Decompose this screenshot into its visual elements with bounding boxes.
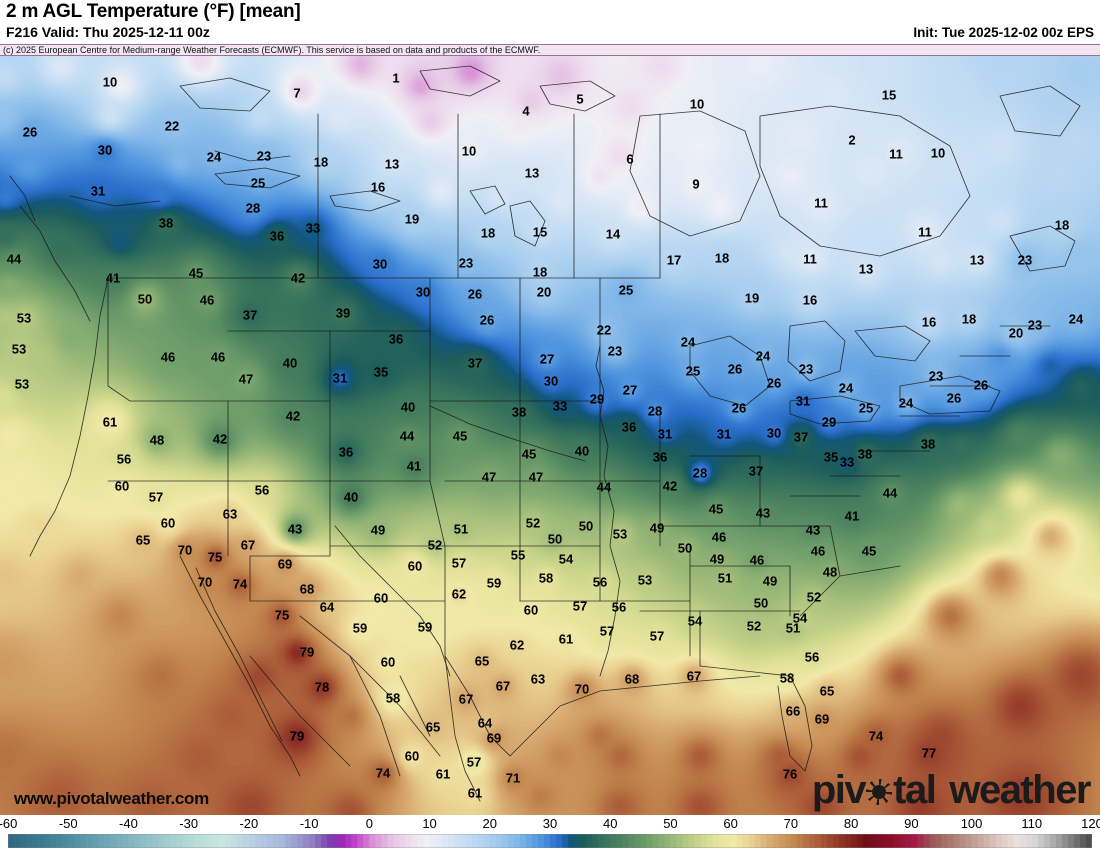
colorbar-tick: -20 xyxy=(239,816,259,831)
colorbar-tick: 80 xyxy=(843,816,859,831)
colorbar-gradient-svg xyxy=(8,834,1092,848)
colorbar-tick: 0 xyxy=(365,816,373,831)
colorbar-tick-labels: -60 -50 -40 -30 -20 -10 0 10 20 30 40 50 60 70 80 90 100… xyxy=(0,815,1100,833)
site-url-watermark: www.pivotalweather.com xyxy=(14,789,209,808)
colorbar-gradient-strip[interactable] xyxy=(8,834,1092,848)
colorbar-tick: 10 xyxy=(422,816,437,831)
colorbar-tick: 120 xyxy=(1081,816,1100,831)
colorbar-tick: -30 xyxy=(179,816,199,831)
temperature-field-canvas xyxy=(0,56,1100,815)
logo-text-mid: tal xyxy=(893,768,937,812)
colorbar-tick: -50 xyxy=(58,816,78,831)
colorbar-tick: 50 xyxy=(663,816,678,831)
pivotal-weather-logo: piv tal weather xyxy=(811,768,1092,813)
init-time-label: Init: Tue 2025-12-02 00z EPS xyxy=(913,25,1094,40)
map-raster-layers xyxy=(0,56,1100,815)
colorbar-tick: 70 xyxy=(783,816,799,831)
colorbar-tick: -40 xyxy=(119,816,138,831)
colorbar-tick: 110 xyxy=(1021,816,1043,831)
logo-text-suffix: weather xyxy=(949,768,1091,812)
colorbar[interactable]: -60 -50 -40 -30 -20 -10 0 10 20 30 40 50 60 70 80 90 100… xyxy=(0,815,1100,850)
page-header: 2 m AGL Temperature (°F) [mean] F216 Val… xyxy=(0,0,1100,44)
attribution-strip: (c) 2025 European Centre for Medium-rang… xyxy=(0,44,1100,56)
logo-text-prefix: piv xyxy=(811,768,867,812)
colorbar-tick: -10 xyxy=(299,816,319,831)
colorbar-tick: 20 xyxy=(482,816,497,831)
colorbar-tick: 90 xyxy=(904,816,919,831)
colorbar-tick: -60 xyxy=(0,816,18,831)
sun-icon xyxy=(866,779,892,805)
colorbar-tick: 100 xyxy=(960,816,983,831)
valid-time-label: F216 Valid: Thu 2025-12-11 00z xyxy=(6,24,210,40)
page-title: 2 m AGL Temperature (°F) [mean] xyxy=(6,1,301,22)
colorbar-tick: 60 xyxy=(723,816,738,831)
colorbar-tick: 30 xyxy=(542,816,558,831)
colorbar-tick: 40 xyxy=(602,816,618,831)
temperature-map[interactable]: 10 1 5 4 7 10 15 26 22 6 11 10 2 30 24 23 18 13 10 13 9 11 31 2… xyxy=(0,56,1100,815)
